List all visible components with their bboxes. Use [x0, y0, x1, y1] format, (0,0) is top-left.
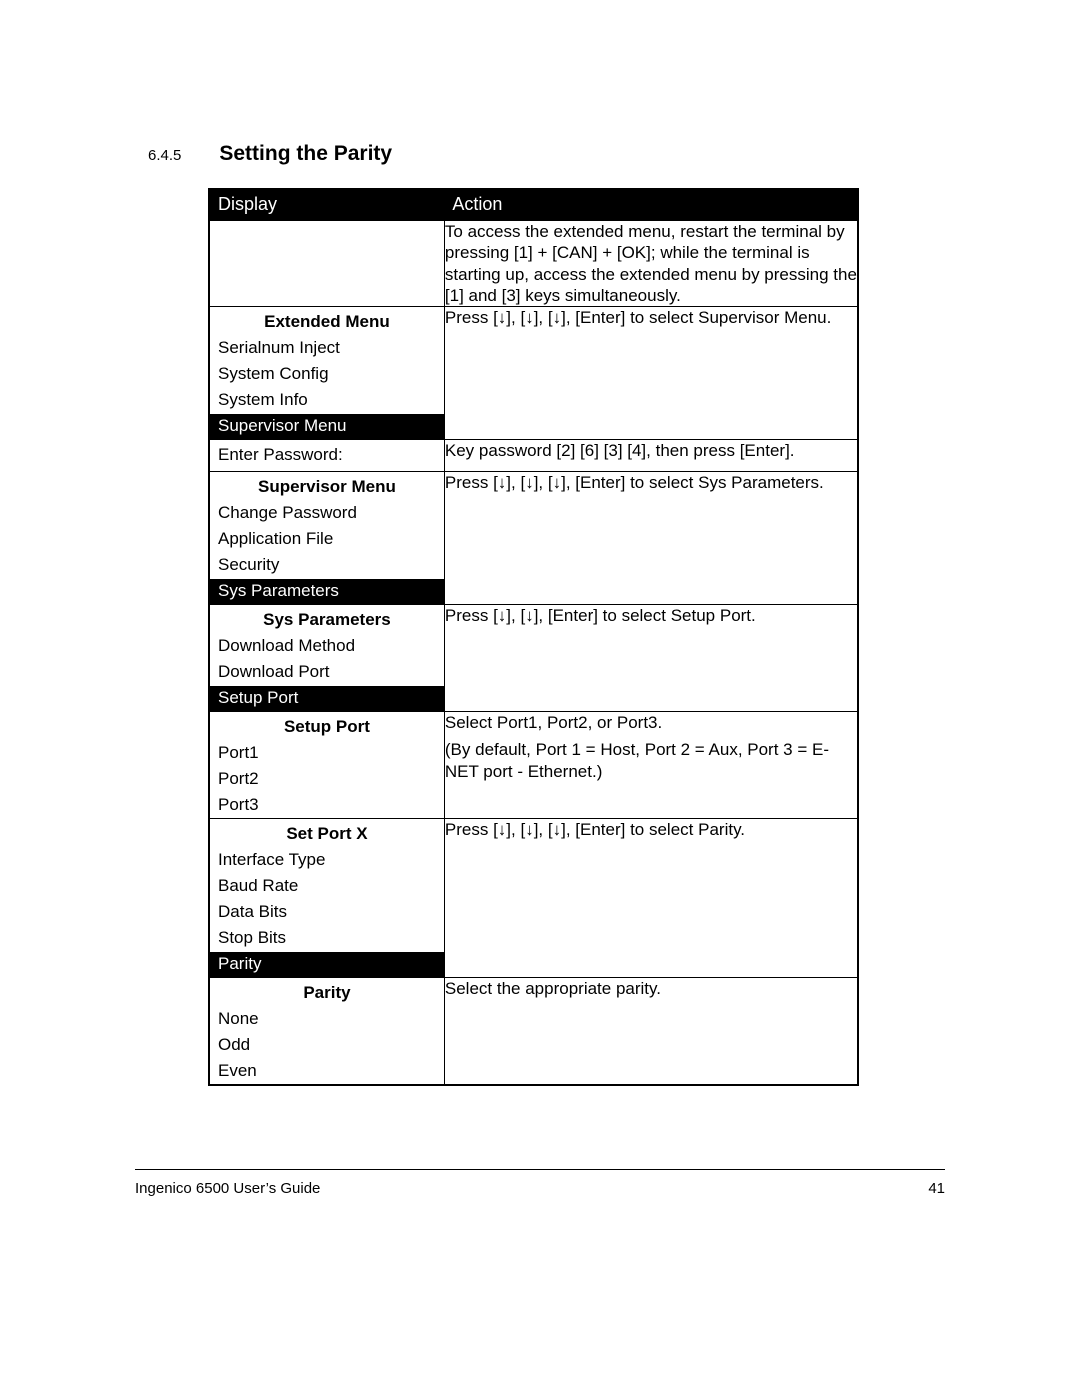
menu-item: Security [210, 552, 444, 578]
action-text: Select Port1, Port2, or Port3. [445, 712, 857, 733]
page-footer: Ingenico 6500 User’s Guide 41 [135, 1169, 945, 1197]
action-text: Press [↓], [↓], [↓], [Enter] to select S… [445, 472, 857, 493]
menu-title: Sys Parameters [210, 605, 444, 633]
action-text: Press [↓], [↓], [↓], [Enter] to select S… [445, 307, 857, 328]
action-text: To access the extended menu, restart the… [445, 221, 857, 306]
table-row: Sys ParametersDownload MethodDownload Po… [209, 605, 858, 712]
table-row: Setup PortPort1Port2Port3Select Port1, P… [209, 712, 858, 819]
menu-item: Interface Type [210, 847, 444, 873]
action-cell: Select the appropriate parity. [444, 978, 858, 1086]
action-cell: Press [↓], [↓], [Enter] to select Setup … [444, 605, 858, 712]
menu-item: None [210, 1006, 444, 1032]
menu-item: Application File [210, 526, 444, 552]
table-row: To access the extended menu, restart the… [209, 221, 858, 307]
menu-item-highlighted: Sys Parameters [210, 579, 444, 604]
menu-item-highlighted: Parity [210, 952, 444, 977]
table-row: ParityNoneOddEvenSelect the appropriate … [209, 978, 858, 1086]
action-text: Press [↓], [↓], [Enter] to select Setup … [445, 605, 857, 626]
section-number: 6.4.5 [148, 147, 181, 164]
menu-title: Extended Menu [210, 307, 444, 335]
action-cell: Press [↓], [↓], [↓], [Enter] to select S… [444, 307, 858, 440]
menu-item: System Info [210, 387, 444, 413]
table-row: Set Port XInterface TypeBaud RateData Bi… [209, 819, 858, 978]
menu-item: Port2 [210, 766, 444, 792]
menu-item: System Config [210, 361, 444, 387]
menu-item: Serialnum Inject [210, 335, 444, 361]
menu-item: Even [210, 1058, 444, 1084]
display-cell: Supervisor MenuChange PasswordApplicatio… [209, 472, 444, 605]
menu-item: Download Port [210, 659, 444, 685]
menu-item: Change Password [210, 500, 444, 526]
section-title: Setting the Parity [219, 142, 392, 166]
action-text: Select the appropriate parity. [445, 978, 857, 999]
menu-title: Setup Port [210, 712, 444, 740]
menu-title: Parity [210, 978, 444, 1006]
display-cell: Sys ParametersDownload MethodDownload Po… [209, 605, 444, 712]
menu-item: Data Bits [210, 899, 444, 925]
action-cell: Key password [2] [6] [3] [4], then press… [444, 440, 858, 472]
action-cell: Press [↓], [↓], [↓], [Enter] to select P… [444, 819, 858, 978]
section-heading: 6.4.5 Setting the Parity [148, 142, 945, 166]
display-cell: Extended MenuSerialnum InjectSystem Conf… [209, 307, 444, 440]
display-cell: ParityNoneOddEven [209, 978, 444, 1086]
display-cell: Set Port XInterface TypeBaud RateData Bi… [209, 819, 444, 978]
menu-item: Stop Bits [210, 925, 444, 951]
action-cell: To access the extended menu, restart the… [444, 221, 858, 307]
parity-table: Display Action To access the extended me… [208, 188, 859, 1086]
action-cell: Press [↓], [↓], [↓], [Enter] to select S… [444, 472, 858, 605]
action-cell: Select Port1, Port2, or Port3. (By defaul… [444, 712, 858, 819]
table-row: Extended MenuSerialnum InjectSystem Conf… [209, 307, 858, 440]
menu-title: Set Port X [210, 819, 444, 847]
action-text: Key password [2] [6] [3] [4], then press… [445, 440, 857, 461]
menu-item: Port1 [210, 740, 444, 766]
table-row: Enter Password:Key password [2] [6] [3] … [209, 440, 858, 472]
display-cell: Enter Password: [209, 440, 444, 472]
action-text: (By default, Port 1 = Host, Port 2 = Aux… [445, 739, 857, 782]
display-cell: Setup PortPort1Port2Port3 [209, 712, 444, 819]
menu-item-highlighted: Setup Port [210, 686, 444, 711]
display-cell [209, 221, 444, 307]
header-action: Action [444, 189, 858, 221]
footer-page: 41 [928, 1180, 945, 1197]
header-display: Display [209, 189, 444, 221]
menu-item: Download Method [210, 633, 444, 659]
password-prompt: Enter Password: [210, 440, 444, 471]
menu-item: Odd [210, 1032, 444, 1058]
table-row: Supervisor MenuChange PasswordApplicatio… [209, 472, 858, 605]
footer-guide: Ingenico 6500 User’s Guide [135, 1180, 320, 1197]
menu-item: Baud Rate [210, 873, 444, 899]
menu-title: Supervisor Menu [210, 472, 444, 500]
menu-item-highlighted: Supervisor Menu [210, 414, 444, 439]
menu-item: Port3 [210, 792, 444, 818]
action-text: Press [↓], [↓], [↓], [Enter] to select P… [445, 819, 857, 840]
table-header-row: Display Action [209, 189, 858, 221]
